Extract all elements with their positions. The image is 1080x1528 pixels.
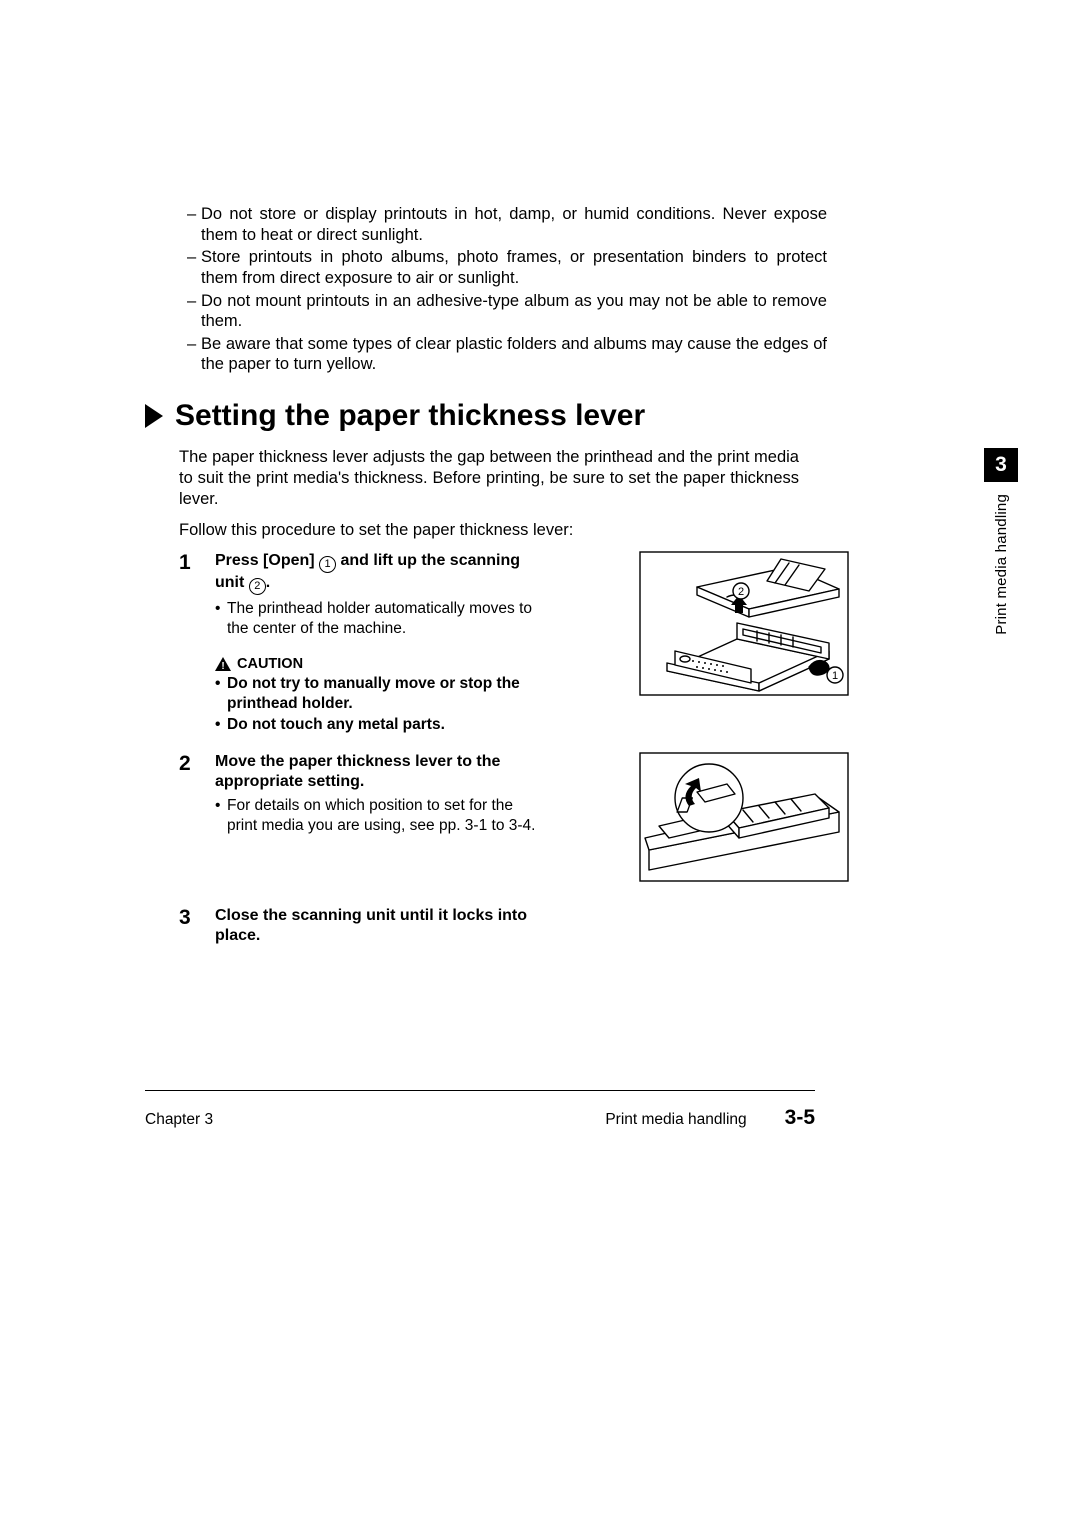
caution-item: • Do not touch any metal parts. <box>215 715 545 734</box>
list-item-text: Do not store or display printouts in hot… <box>201 204 827 245</box>
procedure-steps: 1 Press [Open] 1 and lift up the scannin… <box>179 551 849 946</box>
printer-open-illustration: 1 2 <box>639 551 849 696</box>
callout-number-icon: 1 <box>319 556 336 573</box>
section-title: Setting the paper thickness lever <box>175 399 645 433</box>
step-figure: 1 2 <box>639 551 849 734</box>
dash-bullet: – <box>187 291 201 332</box>
triangle-bullet-icon <box>145 404 163 428</box>
step-title: Close the scanning unit until it locks i… <box>215 906 545 946</box>
list-item: – Be aware that some types of clear plas… <box>187 334 827 375</box>
caution-label: CAUTION <box>237 656 303 672</box>
section-heading: Setting the paper thickness lever <box>145 399 935 433</box>
step-title: Press [Open] 1 and lift up the scanning … <box>215 551 545 595</box>
page-footer: Chapter 3 Print media handling 3-5 <box>145 1106 815 1130</box>
callout-label: 2 <box>738 586 744 598</box>
warning-icon: ! <box>215 657 231 671</box>
footer-section: Print media handling <box>605 1111 746 1129</box>
section-intro: The paper thickness lever adjusts the ga… <box>179 447 799 541</box>
dash-bullet: – <box>187 247 201 288</box>
procedure-step: 2 Move the paper thickness lever to the … <box>179 752 849 882</box>
procedure-step: 1 Press [Open] 1 and lift up the scannin… <box>179 551 849 734</box>
dot-bullet: • <box>215 715 227 734</box>
step-body: Press [Open] 1 and lift up the scanning … <box>215 551 545 734</box>
lever-closeup-illustration <box>639 752 849 882</box>
dot-bullet: • <box>215 796 227 835</box>
list-item-text: Store printouts in photo albums, photo f… <box>201 247 827 288</box>
list-item-text: Do not mount printouts in an adhesive-ty… <box>201 291 827 332</box>
dot-bullet: • <box>215 599 227 638</box>
step-title: Move the paper thickness lever to the ap… <box>215 752 545 792</box>
list-item: – Store printouts in photo albums, photo… <box>187 247 827 288</box>
step-body: Close the scanning unit until it locks i… <box>215 906 545 946</box>
dash-bullet: – <box>187 204 201 245</box>
callout-number-icon: 2 <box>249 578 266 595</box>
list-item: – Do not mount printouts in an adhesive-… <box>187 291 827 332</box>
chapter-number-badge: 3 <box>984 448 1018 482</box>
step-number: 1 <box>179 551 197 734</box>
caution-item: • Do not try to manually move or stop th… <box>215 674 545 713</box>
caution-heading: ! CAUTION <box>215 656 545 672</box>
step-subtext: • The printhead holder automatically mov… <box>215 599 545 638</box>
step-body: Move the paper thickness lever to the ap… <box>215 752 545 882</box>
chapter-side-label: Print media handling <box>993 494 1010 635</box>
intro-paragraph: The paper thickness lever adjusts the ga… <box>179 447 799 510</box>
footer-rule <box>145 1090 815 1091</box>
dot-bullet: • <box>215 674 227 713</box>
chapter-side-tab: 3 Print media handling <box>984 448 1018 635</box>
list-item: – Do not store or display printouts in h… <box>187 204 827 245</box>
step-figure <box>639 752 849 882</box>
footer-page-number: 3-5 <box>785 1106 815 1130</box>
svg-text:!: ! <box>221 661 224 671</box>
intro-paragraph: Follow this procedure to set the paper t… <box>179 520 799 541</box>
storage-tips-list: – Do not store or display printouts in h… <box>187 204 827 375</box>
step-number: 2 <box>179 752 197 882</box>
footer-chapter: Chapter 3 <box>145 1111 213 1129</box>
list-item-text: Be aware that some types of clear plasti… <box>201 334 827 375</box>
step-number: 3 <box>179 906 197 946</box>
step-subtext: • For details on which position to set f… <box>215 796 545 835</box>
procedure-step: 3 Close the scanning unit until it locks… <box>179 906 849 946</box>
dash-bullet: – <box>187 334 201 375</box>
page-content: – Do not store or display printouts in h… <box>145 0 935 1528</box>
callout-label: 1 <box>832 670 838 682</box>
